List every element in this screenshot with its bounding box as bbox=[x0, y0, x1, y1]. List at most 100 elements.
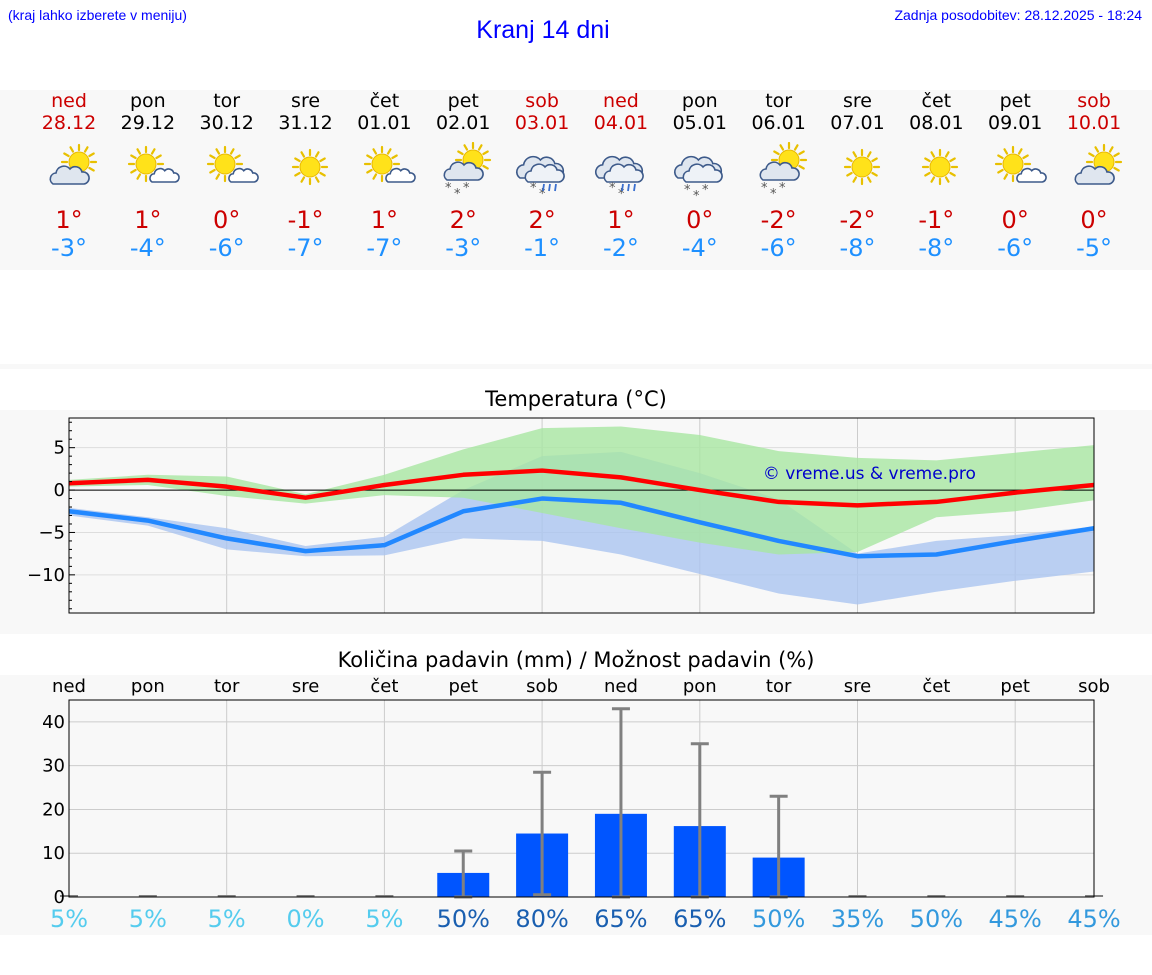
max-temperature: 1° bbox=[134, 206, 162, 234]
precip-day-label: sob bbox=[526, 676, 558, 697]
rain-drop bbox=[548, 183, 551, 192]
min-temperature: -8° bbox=[839, 234, 876, 262]
sun-icon bbox=[291, 148, 328, 186]
sun-ray bbox=[88, 166, 95, 172]
day-name: pon bbox=[129, 90, 166, 112]
sun-ray bbox=[1113, 166, 1120, 172]
precip-probability: 35% bbox=[831, 905, 884, 933]
sun-small-cloud-icon bbox=[206, 145, 259, 183]
snowflake: * bbox=[539, 187, 546, 198]
sun-ray bbox=[387, 148, 392, 155]
min-temperature: -2° bbox=[602, 234, 639, 262]
max-temperature: 1° bbox=[607, 206, 635, 234]
sun-ray bbox=[372, 173, 378, 180]
y-tick-label: 0 bbox=[54, 887, 65, 908]
sun-ray bbox=[851, 176, 857, 183]
snowflake: * bbox=[463, 181, 470, 196]
sun-ray bbox=[233, 154, 241, 160]
day-name: ned bbox=[603, 90, 639, 112]
watermark: © vreme.us & vreme.pro bbox=[763, 464, 976, 484]
max-temperature: 2° bbox=[528, 206, 556, 234]
y-tick-label: 30 bbox=[42, 756, 65, 777]
day-column: sob 03.01 * * 2° -1° bbox=[502, 90, 582, 262]
snowflake: * bbox=[779, 181, 786, 196]
sun-ray bbox=[949, 157, 957, 163]
sun-ray bbox=[318, 157, 326, 163]
partly-cloudy-snow-icon: * * * bbox=[443, 142, 492, 198]
sun-ray bbox=[314, 176, 320, 183]
snowflake: * bbox=[609, 181, 616, 196]
sun-ray bbox=[293, 171, 301, 177]
max-temperature: 2° bbox=[449, 206, 477, 234]
y-tick-label: 0 bbox=[54, 480, 65, 501]
max-temperature: 0° bbox=[213, 206, 241, 234]
day-column: sre 31.12 -1° -7° bbox=[266, 90, 346, 262]
day-name: sob bbox=[525, 90, 559, 112]
snowflake: * bbox=[445, 181, 452, 196]
sun-ray bbox=[314, 151, 320, 158]
snowflake: * bbox=[530, 181, 537, 196]
snowflake: * bbox=[693, 189, 700, 198]
sun-ray bbox=[299, 151, 305, 158]
precip-day-label: sre bbox=[844, 676, 871, 697]
sun-ray bbox=[851, 151, 857, 158]
day-name: tor bbox=[213, 90, 241, 112]
partly-cloudy-icon bbox=[49, 143, 98, 185]
max-temperature: -2° bbox=[839, 206, 876, 234]
sun-disc bbox=[929, 156, 951, 178]
sun-ray bbox=[870, 157, 878, 163]
sun-ray bbox=[366, 154, 374, 160]
y-tick-label: 5 bbox=[54, 438, 65, 459]
max-temperature: 1° bbox=[370, 206, 399, 234]
rain-drop bbox=[627, 183, 630, 192]
day-date: 10.01 bbox=[1066, 112, 1122, 134]
day-date: 06.01 bbox=[751, 112, 806, 134]
day-date: 05.01 bbox=[672, 112, 727, 134]
sun-ray bbox=[930, 176, 936, 183]
cloud-shape bbox=[227, 167, 259, 183]
rain-drop bbox=[621, 183, 624, 192]
cloud-shape bbox=[759, 161, 800, 181]
day-name: tor bbox=[765, 90, 793, 112]
partly-cloudy-icon bbox=[1074, 143, 1123, 185]
day-name: pet bbox=[447, 90, 479, 112]
cloudy-snow-icon: * * * bbox=[673, 155, 723, 198]
precip-probability: 65% bbox=[594, 905, 647, 933]
day-column: sob 10.01 0° -5° bbox=[1054, 90, 1134, 262]
day-name: sre bbox=[843, 90, 872, 112]
sun-ray bbox=[797, 150, 805, 156]
precip-day-label: pon bbox=[131, 676, 165, 697]
sun-ray bbox=[997, 154, 1004, 160]
max-temperature: 0° bbox=[1080, 206, 1108, 234]
sun-ray bbox=[866, 176, 872, 183]
precip-probability: 0% bbox=[287, 905, 325, 933]
plot-frame bbox=[68, 699, 1095, 898]
cloudy-sleet-icon: * * bbox=[594, 155, 644, 198]
snowflake: * bbox=[618, 187, 625, 198]
day-date: 30.12 bbox=[199, 112, 254, 134]
max-temperature: -1° bbox=[918, 206, 955, 234]
sun-ray bbox=[930, 151, 936, 158]
day-date: 03.01 bbox=[514, 112, 570, 134]
min-temperature: -4° bbox=[129, 234, 166, 262]
sun-ray bbox=[1094, 146, 1100, 153]
cloud-shape bbox=[524, 163, 565, 183]
day-column: sre 07.01 -2° -8° bbox=[818, 90, 898, 262]
precip-day-label: čet bbox=[370, 676, 398, 697]
cloud-shape bbox=[1074, 165, 1115, 185]
sun-disc bbox=[851, 156, 872, 178]
precip-probability: 50% bbox=[752, 905, 805, 933]
snowflake: * bbox=[702, 183, 709, 198]
min-temperature: -5° bbox=[1076, 234, 1113, 262]
day-date: 28.12 bbox=[41, 112, 97, 134]
max-temperature-line bbox=[68, 468, 1095, 508]
sun-ray bbox=[1003, 148, 1009, 155]
day-name: ned bbox=[51, 90, 87, 112]
day-column: pet 09.01 0° -6° bbox=[975, 90, 1055, 262]
sun-ray bbox=[83, 146, 89, 153]
day-date: 02.01 bbox=[436, 112, 491, 134]
temperature-chart: 5 0 −5 −10 © vreme.us & vreme.pro bbox=[27, 417, 1095, 614]
sun-ray bbox=[318, 171, 326, 177]
day-column: ned 28.12 1° -3° bbox=[29, 90, 109, 262]
sun-icon bbox=[922, 148, 959, 186]
